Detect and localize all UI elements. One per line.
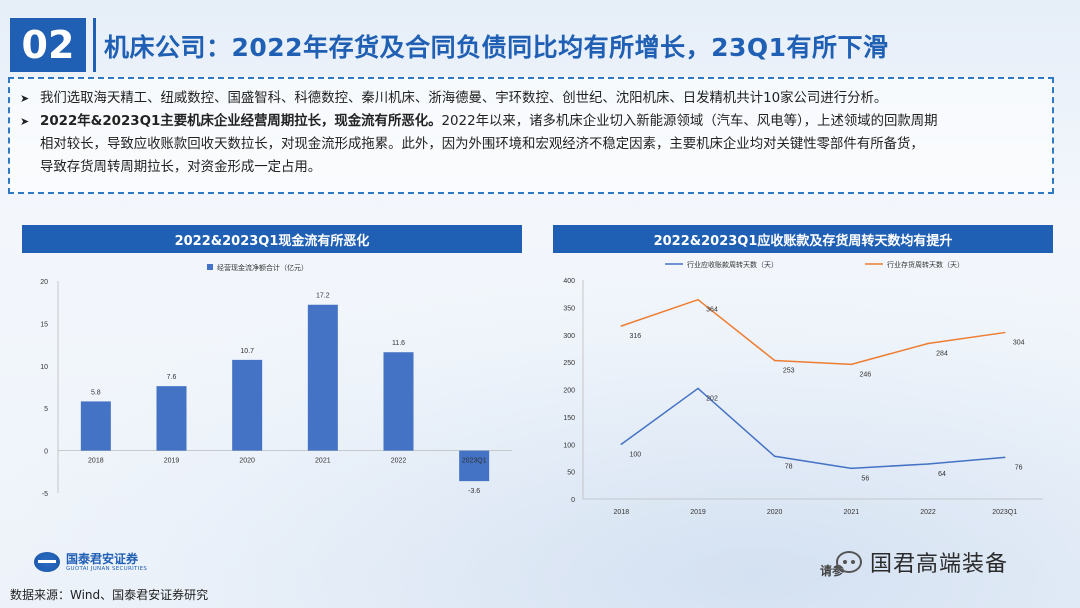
data-point: [773, 455, 776, 458]
data-point: [927, 342, 929, 345]
data-label: 78: [785, 463, 793, 470]
y-tick-label: 250: [563, 360, 575, 367]
page-title: 机床公司：2022年存货及合同负债同比均有所增长，23Q1有所下滑: [104, 33, 889, 62]
logo-text-cn: 国泰君安证券: [66, 551, 139, 566]
data-label: 76: [1015, 464, 1023, 471]
data-label: 7.6: [167, 374, 177, 381]
y-tick-label: 350: [563, 305, 575, 312]
wechat-icon: [836, 551, 862, 573]
y-tick-label: 300: [563, 333, 575, 340]
data-label: 100: [629, 451, 641, 458]
y-tick-label: 200: [563, 388, 575, 395]
series-line: [620, 387, 1005, 470]
y-tick-label: 10: [40, 364, 48, 371]
bar: [383, 352, 414, 451]
bullet-1: ➤ 我们选取海天精工、纽威数控、国盛智科、科德数控、秦川机床、浙海德曼、宇环数控…: [20, 87, 1038, 110]
data-label: 253: [783, 367, 795, 374]
y-tick-label: 20: [40, 279, 48, 286]
bullet-2-text-line3: 导致存货周转周期拉长，对资金形成一定占用。: [40, 160, 322, 175]
arrow-bullet-icon: ➤: [20, 115, 30, 128]
summary-textbox: ➤ 我们选取海天精工、纽威数控、国盛智科、科德数控、秦川机床、浙海德曼、宇环数控…: [8, 77, 1054, 194]
data-label: 316: [629, 333, 641, 340]
data-point: [1003, 331, 1006, 334]
data-point: [850, 363, 853, 366]
y-tick-label: 5: [44, 406, 48, 413]
data-point: [1003, 456, 1006, 459]
data-label: 5.8: [91, 389, 101, 396]
data-label: 284: [936, 351, 948, 358]
x-tick-label: 2018: [88, 458, 104, 465]
line-chart-title: 2022&2023Q1应收账款及存货周转天数均有提升: [553, 225, 1053, 253]
logo-icon: [34, 552, 60, 572]
bar: [232, 359, 263, 451]
y-tick-label: 0: [571, 497, 575, 504]
bullet-2-text-line2: 相对较长，导致应收账款回收天数拉长，对现金流形成拖累。此外，因为外围环境和宏观经…: [40, 137, 924, 152]
bullet-2: ➤ 2022年&2023Q1主要机床企业经营周期拉长，现金流有所恶化。2022年…: [20, 110, 1038, 179]
bar: [80, 401, 111, 451]
data-label: 17.2: [316, 293, 330, 300]
data-label: 246: [859, 371, 871, 378]
x-tick-label: 2023Q1: [462, 458, 487, 465]
data-point: [773, 359, 776, 362]
data-label: 11.6: [392, 340, 405, 347]
company-logo: 国泰君安证券 GUOTAI JUNAN SECURITIES: [34, 552, 147, 572]
x-tick-label: 2020: [767, 509, 783, 516]
x-tick-label: 2023Q1: [992, 509, 1017, 516]
bullet-2-text: 2022年以来，诸多机床企业切入新能源领域（汽车、风电等），上述领域的回款周期: [441, 114, 938, 129]
y-tick-label: -5: [42, 491, 48, 498]
data-point: [927, 463, 929, 465]
y-tick-label: 0: [44, 449, 48, 456]
title-divider: [93, 18, 96, 72]
data-label: 10.7: [240, 348, 254, 355]
data-source: 数据来源：Wind、国泰君安证券研究: [10, 588, 209, 602]
data-point: [697, 387, 699, 390]
legend-swatch: [207, 264, 213, 270]
section-number: 02: [10, 18, 86, 72]
series-line: [621, 298, 1005, 366]
logo-text-en: GUOTAI JUNAN SECURITIES: [66, 565, 148, 572]
bar: [156, 386, 187, 451]
y-tick-label: 50: [567, 470, 575, 477]
y-tick-label: 100: [563, 442, 575, 449]
watermark: 国君高端装备: [836, 546, 1008, 578]
x-tick-label: 2020: [239, 458, 255, 465]
legend-label: 经营现金流净额合计（亿元）: [217, 263, 308, 272]
x-tick-label: 2019: [690, 509, 706, 516]
x-tick-label: 2022: [920, 509, 936, 516]
data-label: 364: [706, 307, 718, 314]
bullet-1-text: 我们选取海天精工、纽威数控、国盛智科、科德数控、秦川机床、浙海德曼、宇环数控、创…: [40, 91, 888, 106]
data-point: [620, 443, 623, 446]
line-chart: 行业应收账款周转天数（天） 行业存货周转天数（天） 0 50 100 150 200 250 3…: [563, 260, 1043, 516]
data-point: [620, 325, 623, 327]
legend-label: 行业应收账款周转天数（天）: [687, 260, 778, 269]
y-tick-label: 15: [40, 321, 48, 328]
x-tick-label: 2018: [614, 509, 630, 516]
data-label: -3.6: [468, 488, 480, 495]
data-label: 304: [1013, 340, 1025, 347]
legend-label: 行业存货周转天数（天）: [887, 260, 964, 269]
data-label: 56: [861, 475, 869, 482]
x-tick-label: 2022: [391, 458, 407, 465]
data-label: 64: [938, 471, 946, 478]
bullet-2-bold-text: 2022年&2023Q1主要机床企业经营周期拉长，现金流有所恶化。: [40, 114, 442, 129]
bar-chart: 经营现金流净额合计（亿元） -5 0 5 10 15 20 5.8 2018 7.6 2019 10.…: [40, 263, 512, 498]
bar: [307, 304, 338, 451]
y-tick-label: 150: [563, 415, 575, 422]
y-tick-label: 400: [563, 278, 575, 285]
x-tick-label: 2021: [315, 458, 331, 465]
data-label: 202: [706, 395, 718, 402]
data-point: [697, 298, 699, 301]
watermark-text: 国君高端装备: [870, 552, 1009, 577]
x-tick-label: 2021: [844, 509, 860, 516]
arrow-bullet-icon: ➤: [20, 92, 30, 105]
data-point: [850, 467, 853, 470]
bar: [459, 450, 490, 482]
bar-chart-title: 2022&2023Q1现金流有所恶化: [22, 225, 522, 253]
x-tick-label: 2019: [164, 458, 180, 465]
